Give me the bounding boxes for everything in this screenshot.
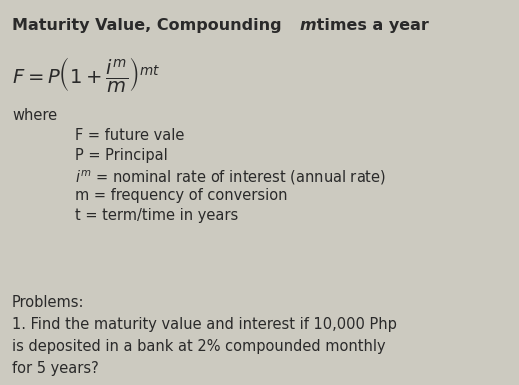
Text: 1. Find the maturity value and interest if 10,000 Php: 1. Find the maturity value and interest … [12,317,397,332]
Text: Maturity Value, Compounding: Maturity Value, Compounding [12,18,287,33]
Text: Problems:: Problems: [12,295,85,310]
Text: $F = P\left(1 + \dfrac{i^m}{m}\right)^{mt}$: $F = P\left(1 + \dfrac{i^m}{m}\right)^{m… [12,55,160,94]
Text: m = frequency of conversion: m = frequency of conversion [75,188,288,203]
Text: m: m [299,18,316,33]
Text: F = future vale: F = future vale [75,128,184,143]
Text: is deposited in a bank at 2% compounded monthly: is deposited in a bank at 2% compounded … [12,339,386,354]
Text: $i^m$ = nominal rate of interest (annual rate): $i^m$ = nominal rate of interest (annual… [75,168,386,187]
Text: for 5 years?: for 5 years? [12,361,99,376]
Text: times a year: times a year [311,18,429,33]
Text: where: where [12,108,57,123]
Text: t = term/time in years: t = term/time in years [75,208,238,223]
Text: P = Principal: P = Principal [75,148,168,163]
